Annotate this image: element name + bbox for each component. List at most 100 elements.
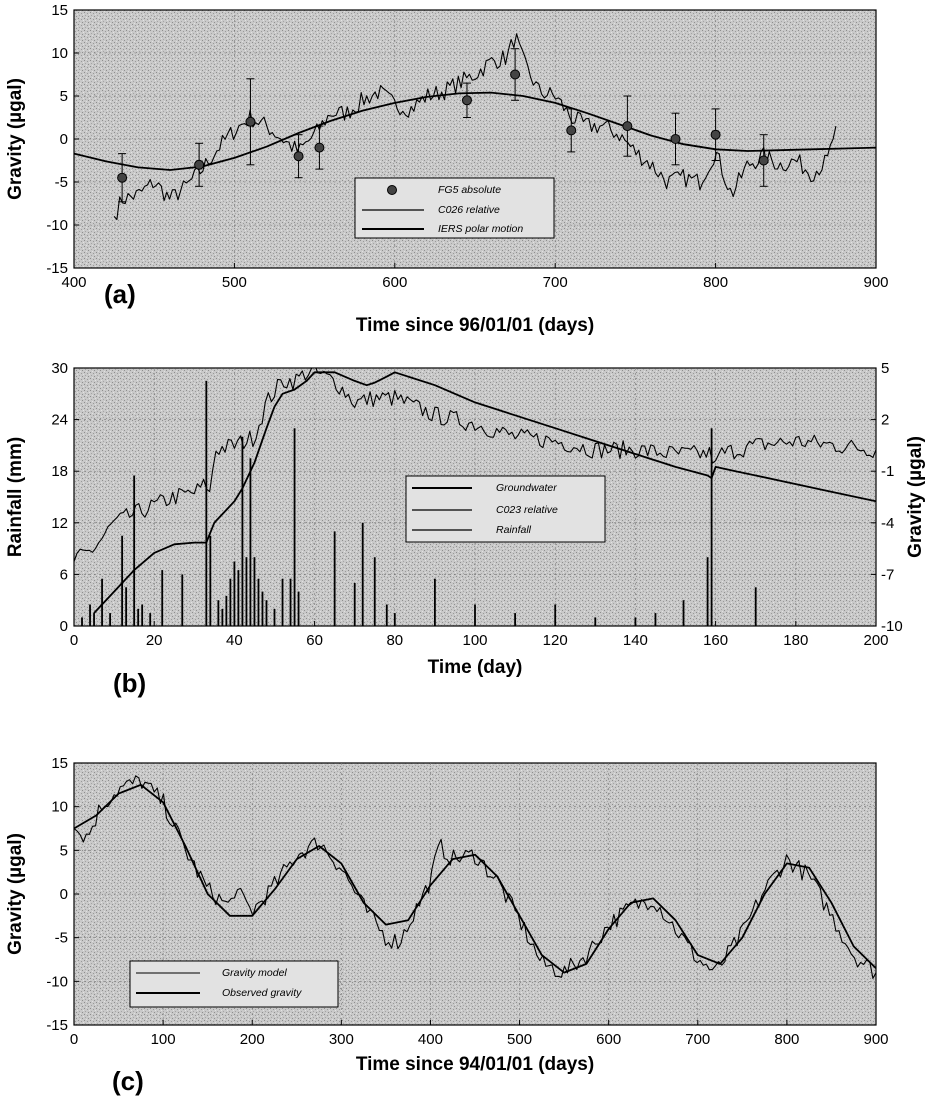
y-right-tick-label: -7: [881, 566, 894, 583]
series-line-c023-relative: [74, 368, 876, 562]
point-fg5-absolute: [461, 95, 472, 106]
x-tick-label: 40: [226, 632, 243, 649]
point-fg5-absolute: [117, 172, 128, 183]
x-tick-label: 180: [783, 632, 808, 649]
panel-a-legend-label-2: IERS polar motion: [438, 223, 523, 235]
panel-c-y-axis-title: Gravity (µgal): [5, 833, 26, 955]
panel-a-legend-marker-fg5: [387, 185, 397, 195]
x-tick-label: 300: [329, 1031, 354, 1048]
x-tick-label: 800: [703, 274, 728, 291]
y-tick-label: 12: [51, 515, 68, 532]
panel-c-legend: Gravity model Observed gravity: [129, 960, 339, 1008]
x-tick-label: 200: [863, 632, 888, 649]
x-tick-label: 900: [863, 1031, 888, 1048]
point-fg5-absolute: [710, 129, 721, 140]
panel-a-legend-label-1: C026 relative: [438, 204, 500, 216]
point-fg5-absolute: [566, 125, 577, 136]
point-fg5-absolute: [622, 121, 633, 132]
y-tick-label: 5: [60, 842, 68, 859]
x-tick-label: 400: [61, 274, 86, 291]
point-fg5-absolute: [194, 159, 205, 170]
x-tick-label: 20: [146, 632, 163, 649]
panel-a-x-axis-title: Time since 96/01/01 (days): [356, 315, 594, 336]
x-tick-label: 700: [543, 274, 568, 291]
panel-c-legend-box: [129, 960, 339, 1008]
x-tick-label: 600: [382, 274, 407, 291]
point-fg5-absolute: [510, 69, 521, 80]
point-fg5-absolute: [670, 134, 681, 144]
y-tick-label: 15: [51, 2, 68, 19]
y-tick-label: -15: [46, 1017, 68, 1034]
panel-a-label: (a): [104, 279, 136, 309]
y-tick-label: 0: [60, 131, 68, 148]
y-tick-label: -10: [46, 973, 68, 990]
x-tick-label: 0: [70, 1031, 78, 1048]
panel-c-gridlines: [74, 763, 876, 1025]
y-right-tick-label: 2: [881, 412, 889, 429]
y-tick-label: 6: [60, 566, 68, 583]
x-tick-label: 200: [240, 1031, 265, 1048]
y-tick-label: 10: [51, 45, 68, 62]
panel-b-legend: Groundwater C023 relative Rainfall: [405, 475, 606, 543]
panel-a-ticks: 400 500 600 700 800 900 15 10 5 0 -5 -10 -15: [46, 2, 888, 291]
panel-b-y-axis-title: Rainfall (mm): [5, 437, 26, 557]
panel-a: 400 500 600 700 800 900 15 10 5 0 -5 -10 -15 Gravity…: [5, 2, 889, 336]
y-tick-label: 10: [51, 799, 68, 816]
y-tick-label: 24: [51, 412, 68, 429]
panel-a-series: [74, 33, 876, 221]
panel-c-legend-label-1: Observed gravity: [222, 987, 302, 999]
panel-b-y-axis-title-right: Gravity (µgal): [905, 436, 926, 558]
y-tick-label: 30: [51, 360, 68, 377]
x-tick-label: 700: [685, 1031, 710, 1048]
panel-c: 0 100 200 300 400 500 600 700 800 900 15 10 5 0 -5 -10 -…: [5, 755, 889, 1096]
y-tick-label: 0: [60, 618, 68, 635]
y-tick-label: 18: [51, 463, 68, 480]
panel-b-series: [74, 368, 876, 626]
panel-c-series: [74, 775, 876, 979]
x-tick-label: 120: [543, 632, 568, 649]
y-tick-label: -15: [46, 260, 68, 277]
y-tick-label: 5: [60, 88, 68, 105]
panel-c-x-axis-title: Time since 94/01/01 (days): [356, 1054, 594, 1075]
panel-a-legend-label-0: FG5 absolute: [438, 184, 501, 196]
panel-b-label: (b): [113, 668, 146, 698]
panel-b-ticks: 0 20 40 60 80 100 120 140 160 180 200 0 6 12 18 24 30 5 2 -…: [51, 360, 902, 649]
panel-a-y-axis-title: Gravity (µgal): [5, 78, 26, 200]
x-tick-label: 600: [596, 1031, 621, 1048]
y-tick-label: 15: [51, 755, 68, 772]
panel-b-legend-label-1: C023 relative: [496, 504, 558, 516]
x-tick-label: 140: [623, 632, 648, 649]
x-tick-label: 0: [70, 632, 78, 649]
x-tick-label: 100: [462, 632, 487, 649]
panel-c-legend-label-0: Gravity model: [222, 967, 287, 979]
panel-b: 0 20 40 60 80 100 120 140 160 180 200 0 6 12 18 24 30 5 2 -…: [5, 360, 926, 698]
x-tick-label: 900: [863, 274, 888, 291]
series-line-groundwater: [93, 371, 876, 614]
x-tick-label: 800: [774, 1031, 799, 1048]
x-tick-label: 100: [151, 1031, 176, 1048]
x-tick-label: 160: [703, 632, 728, 649]
panel-a-legend: FG5 absolute C026 relative IERS polar mo…: [354, 177, 555, 239]
y-tick-label: -5: [55, 930, 68, 947]
y-right-tick-label: -4: [881, 515, 894, 532]
x-tick-label: 400: [418, 1031, 443, 1048]
y-tick-label: -10: [46, 217, 68, 234]
x-tick-label: 60: [306, 632, 323, 649]
panel-c-ticks: 0 100 200 300 400 500 600 700 800 900 15 10 5 0 -5 -10 -…: [46, 755, 888, 1048]
y-tick-label: -5: [55, 174, 68, 191]
y-right-tick-label: -1: [881, 463, 894, 480]
x-tick-label: 500: [222, 274, 247, 291]
x-tick-label: 500: [507, 1031, 532, 1048]
point-fg5-absolute: [245, 116, 256, 127]
series-line-gravity-model: [74, 783, 876, 974]
series-line-iers-polar-motion: [74, 91, 876, 171]
y-right-tick-label: -10: [881, 618, 903, 635]
panel-b-legend-label-0: Groundwater: [496, 482, 557, 494]
series-line-observed-gravity: [74, 775, 876, 979]
x-tick-label: 80: [386, 632, 403, 649]
panel-c-label: (c): [112, 1066, 144, 1096]
y-right-tick-label: 5: [881, 360, 889, 377]
point-fg5-absolute: [758, 155, 769, 166]
panel-b-x-axis-title: Time (day): [428, 657, 523, 678]
